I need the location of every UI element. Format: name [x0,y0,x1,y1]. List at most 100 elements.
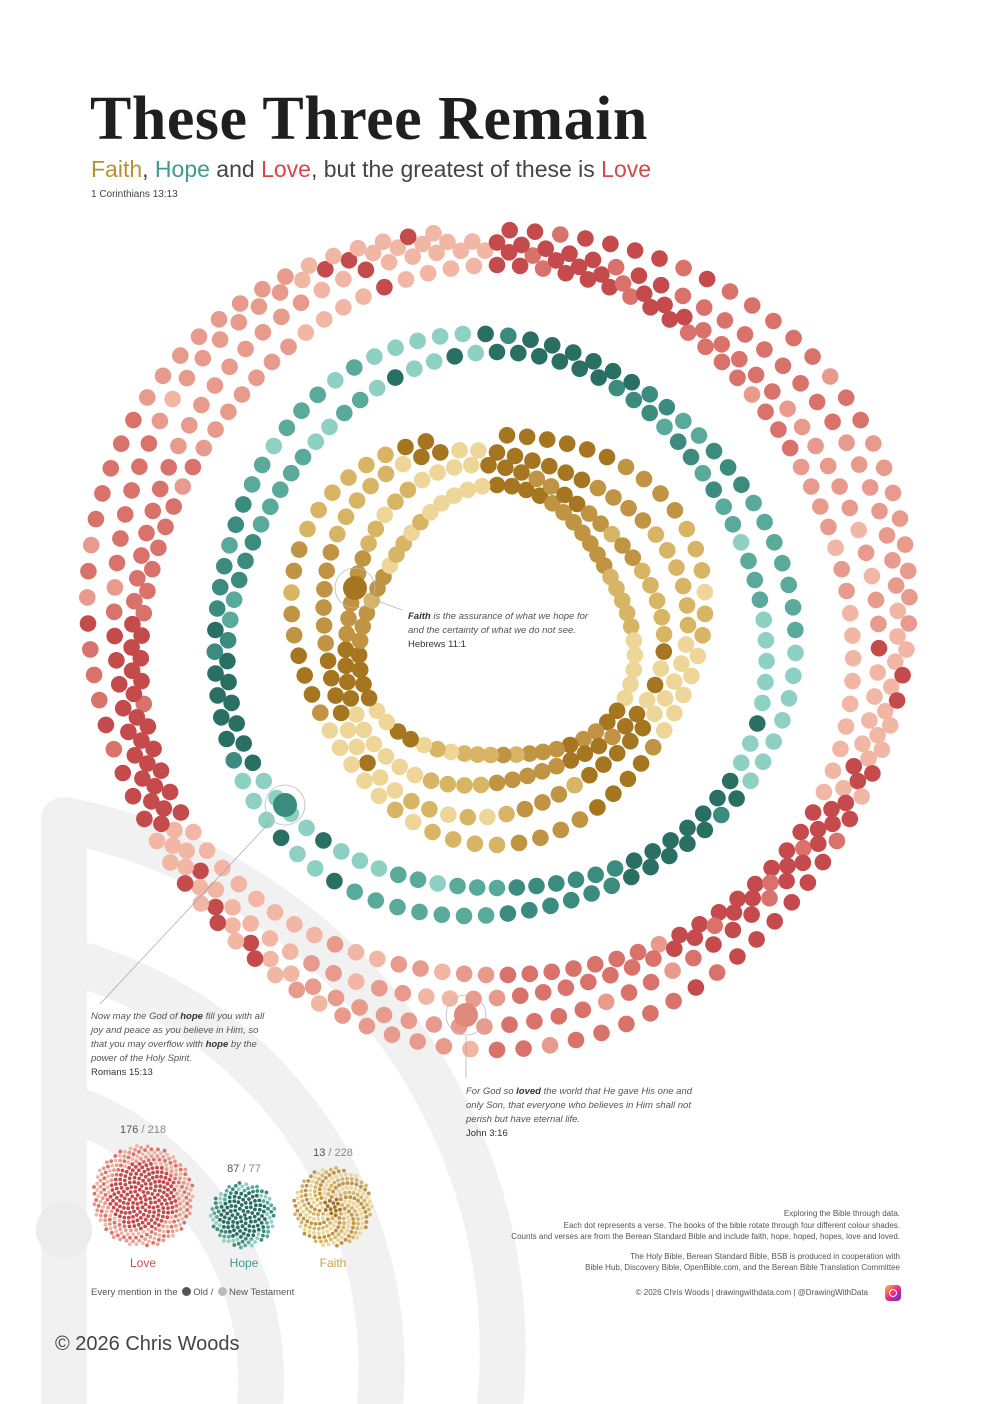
love-summary-dot [132,1209,136,1214]
hope-summary-dot [216,1209,221,1214]
faith-verse-dot [456,777,473,794]
hope-verse-dot [206,643,224,660]
love-summary-dot [136,1181,141,1186]
hope-verse-dot [641,386,658,403]
faith-verse-dot [674,577,692,595]
faith-verse-dot [513,464,530,481]
love-verse-dot [172,347,189,364]
love-summary-dot [153,1221,157,1225]
love-summary-dot [153,1188,157,1193]
love-verse-dot [511,987,529,1004]
faith-summary-dot [357,1188,362,1193]
hope-verse-dot [521,901,538,919]
love-summary-dot [106,1205,110,1210]
hope-summary-dot [255,1223,260,1228]
hope-verse-dot [719,459,737,476]
summary-faith-cluster [292,1166,374,1248]
faith-verse-dot [371,769,389,786]
faith-verse-dot [376,506,394,524]
faith-summary-dot [339,1229,344,1233]
faith-verse-dot [683,667,700,685]
faith-summary-dot [343,1237,348,1242]
faith-quote: Faith is the assurance of what we hope f… [408,611,589,650]
faith-verse-dot [696,583,714,601]
hope-summary-dot [256,1232,261,1236]
love-summary-dot [161,1224,165,1229]
faith-verse-dot [422,772,440,789]
love-summary-dot [133,1165,138,1169]
faith-verse-dot [421,801,438,818]
love-summary-dot [127,1180,132,1185]
love-summary-dot [139,1216,143,1220]
hope-verse-dot [603,877,620,895]
faith-verse-dot [652,660,670,677]
faith-summary-dot [316,1212,320,1217]
faith-ring [283,427,714,854]
hope-verse-dot [656,418,673,436]
love-verse-dot [873,741,891,758]
faith-summary-dot [336,1232,341,1237]
faith-summary-dot [334,1208,338,1213]
love-verse-dot [157,518,174,536]
love-verse-dot [665,992,682,1010]
love-summary-dot [145,1144,150,1149]
hope-verse-dot [467,344,485,362]
love-summary-dot [118,1177,123,1182]
hope-summary-dot [234,1190,239,1195]
love-verse-dot [570,258,588,276]
love-summary-dot [150,1192,155,1196]
faith-summary-dot [353,1209,357,1213]
hope-summary-dot [252,1229,256,1233]
love-summary-dot [114,1229,118,1234]
love-summary-dot [155,1204,160,1209]
love-verse-dot [852,411,869,429]
hope-count: 87 / 77 [227,1163,261,1175]
faith-verse-dot [365,735,383,753]
love-summary-dot [140,1205,145,1210]
love-verse-dot [736,326,754,343]
faith-verse-dot [339,673,356,691]
love-verse-dot [854,735,871,752]
love-summary-dot [126,1160,131,1165]
faith-summary-dot [363,1187,367,1192]
hope-summary-dot [257,1207,262,1212]
footer-links[interactable]: © 2026 Chris Woods | drawingwithdata.com… [635,1288,868,1297]
love-summary-dot [188,1204,193,1209]
love-verse-dot [242,934,260,952]
faith-verse-dot [656,690,674,707]
love-summary-dot [121,1189,126,1194]
faith-summary-dot [313,1193,318,1198]
love-summary-dot [146,1167,151,1172]
love-summary-dot [135,1154,140,1159]
love-summary-dot [114,1196,119,1200]
love-verse-dot [193,396,210,414]
faith-summary-dot [357,1207,362,1212]
faith-summary-dot [311,1200,316,1205]
hope-summary-dot [250,1211,255,1215]
love-verse-dot [195,439,213,457]
faith-summary-dot [322,1186,327,1191]
love-summary-dot [109,1183,114,1188]
love-summary-dot [157,1233,162,1238]
love-summary-dot [180,1216,185,1221]
faith-verse-dot [354,618,372,635]
hope-summary-dot [243,1201,248,1205]
hope-verse-dot [740,552,757,570]
love-summary-dot [111,1235,116,1239]
faith-verse-dot [466,835,484,852]
love-summary-dot [140,1165,145,1170]
faith-verse-dot [538,431,556,448]
hope-summary-dot [222,1225,226,1229]
instagram-icon[interactable] [885,1285,901,1301]
love-verse-dot [804,348,821,365]
love-verse-dot [819,457,837,475]
love-verse-dot [152,762,170,779]
hope-summary-dot [247,1191,252,1196]
faith-summary-dot [309,1184,313,1188]
love-summary-dot [136,1231,141,1236]
hope-verse-dot [346,359,363,376]
faith-verse-dot [348,706,365,723]
faith-verse-dot [348,492,366,509]
hope-summary-dot [253,1199,257,1203]
hope-verse-dot [542,897,559,915]
